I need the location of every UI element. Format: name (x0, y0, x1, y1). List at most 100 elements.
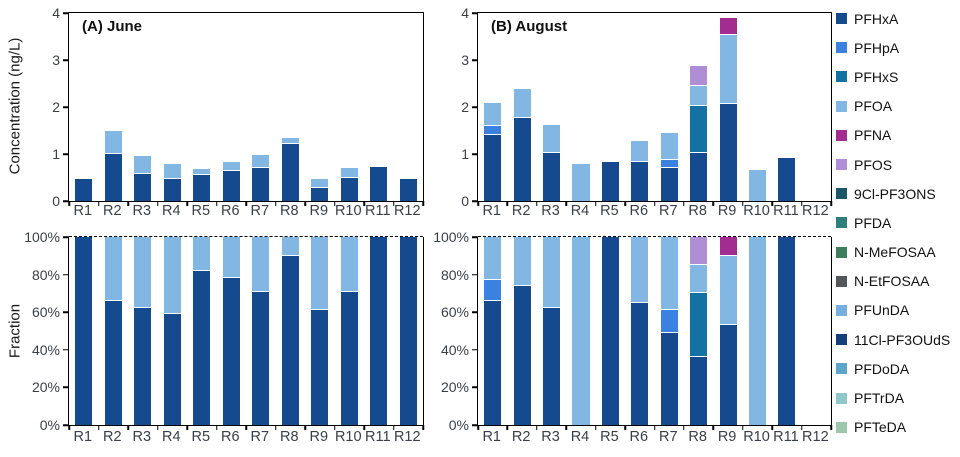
bar-segment-PFOA (193, 168, 211, 175)
x-tick-label-R5: R5 (191, 203, 211, 219)
x-tick-mark (333, 201, 336, 206)
stacked-bar-R6 (222, 237, 240, 425)
bars-layer (69, 237, 423, 425)
bar-segment-PFOA (690, 85, 708, 107)
stacked-bar-R11 (370, 13, 388, 201)
x-tick-mark (536, 201, 538, 206)
y-tick-mark (472, 12, 478, 14)
y-tick-label: 0 (52, 193, 60, 209)
stacked-bar-R2 (104, 237, 122, 425)
y-axis-title-fraction: Fraction (6, 303, 24, 359)
category-slot-R10 (335, 237, 365, 425)
bar-segment-PFOA (631, 140, 649, 162)
bar-segment-PFNA (719, 17, 737, 36)
legend-item-N-MeFOSAA: N-MeFOSAA (836, 238, 960, 267)
stacked-bar-R1 (484, 13, 502, 201)
stacked-bar-R10 (340, 237, 358, 425)
x-tick-label-R10: R10 (334, 203, 362, 219)
bar-segment-PFHxA (631, 162, 649, 201)
bar-segment-PFHxA (311, 310, 329, 425)
x-tick-label-R1: R1 (73, 203, 93, 219)
bars-layer (69, 13, 423, 201)
y-tick-label: 2 (52, 99, 60, 115)
x-tick-mark (127, 425, 129, 430)
category-slot-R8 (276, 13, 306, 201)
x-tick-label-R12: R12 (802, 429, 829, 445)
bar-segment-PFHxA (222, 278, 240, 425)
y-tick-label: 0 (461, 193, 469, 209)
x-tick-label-R10: R10 (743, 203, 770, 219)
x-tick-mark (771, 425, 773, 430)
category-slot-R4 (158, 237, 188, 425)
bar-segment-PFHxA (690, 357, 708, 425)
x-tick-mark (771, 201, 773, 206)
x-tick-label-R8: R8 (279, 203, 299, 219)
bar-segment-PFHxA (104, 154, 122, 201)
bar-segment-PFHxA (513, 117, 531, 201)
bar-segment-PFHxA (601, 162, 619, 201)
stacked-bar-R9 (311, 237, 329, 425)
y-tick-mark (472, 200, 478, 202)
stacked-bar-R1 (75, 13, 93, 201)
x-tick-label-R2: R2 (102, 203, 122, 219)
bar-segment-PFOA (104, 237, 122, 301)
legend-swatch-PFNA (836, 129, 847, 141)
x-tick-label-R9: R9 (309, 429, 329, 445)
x-tick-label-R9: R9 (309, 203, 329, 219)
y-tick-label: 80% (31, 266, 60, 283)
x-tick-label-R11: R11 (773, 203, 799, 219)
bar-segment-PFOA (748, 237, 767, 425)
legend-label: PFNA (854, 127, 892, 144)
x-tick-mark (304, 201, 306, 206)
legend-label: PFHxA (854, 10, 899, 27)
bar-segment-PFOA (748, 169, 767, 201)
stacked-bar-R8 (690, 13, 708, 201)
legend-label: PFUnDA (854, 302, 910, 319)
stacked-bar-R11 (778, 13, 796, 201)
category-slot-R9 (305, 237, 335, 425)
x-tick-mark (830, 425, 832, 430)
y-tick-mark (63, 200, 69, 202)
y-tick-mark (63, 424, 69, 426)
category-slot-R4 (566, 13, 595, 201)
bar-segment-PFHxA (340, 177, 358, 201)
x-tick-mark (245, 201, 247, 206)
legend-item-PFTeDA: PFTeDA (836, 413, 960, 442)
category-slot-R3 (537, 237, 566, 425)
category-slot-R2 (99, 13, 129, 201)
y-tick-label: 0% (448, 417, 469, 433)
stacked-bar-R3 (134, 13, 152, 201)
x-tick-mark (800, 425, 803, 430)
bar-segment-PFHxA (163, 179, 181, 201)
bar-segment-PFOA (484, 237, 502, 281)
stacked-bar-R4 (163, 237, 181, 425)
x-tick-mark (742, 201, 744, 206)
bar-segment-PFHxS (690, 106, 708, 153)
x-tick-label-R9: R9 (717, 429, 737, 445)
x-tick-label-R12: R12 (802, 203, 829, 219)
stacked-bar-R12 (808, 13, 825, 201)
x-tick-mark (422, 425, 424, 430)
gridline-100pct (478, 236, 831, 237)
x-tick-mark (156, 201, 159, 206)
x-tick-label-R8: R8 (688, 429, 707, 445)
x-tick-mark (392, 201, 395, 206)
x-tick-label-R8: R8 (688, 203, 707, 219)
x-tick-label-R6: R6 (629, 203, 649, 219)
legend-swatch-N-EtFOSAA (836, 275, 847, 287)
y-tick-label: 3 (52, 52, 60, 68)
category-slot-R8 (684, 237, 713, 425)
stacked-bar-R10 (340, 13, 358, 201)
legend-swatch-PFDA (836, 217, 847, 229)
bar-segment-PFHxA (104, 300, 122, 425)
y-tick-label: 0% (39, 417, 60, 433)
legend-item-PFHpA: PFHpA (836, 33, 960, 62)
category-slot-R2 (507, 237, 536, 425)
legend-swatch-PFOS (836, 159, 847, 171)
bar-segment-PFOA (340, 168, 358, 178)
x-tick-label-R9: R9 (717, 203, 737, 219)
y-tick-label: 60% (31, 304, 60, 321)
y-tick-mark (472, 349, 478, 351)
bar-segment-PFHxA (134, 308, 152, 425)
legend-label: PFTeDA (854, 419, 907, 436)
